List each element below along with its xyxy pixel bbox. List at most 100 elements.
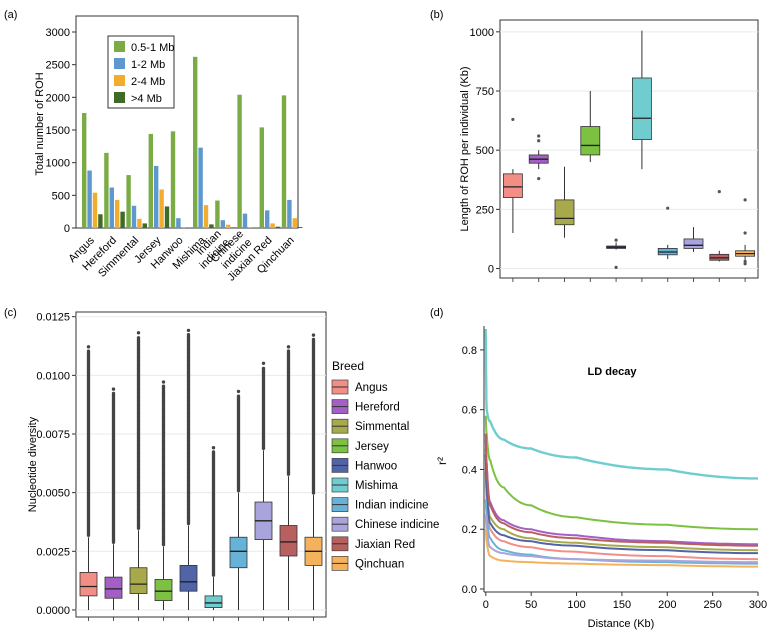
ld-curve-simmental bbox=[484, 448, 759, 552]
bar-hereford-s3 bbox=[115, 199, 120, 228]
outlier-jersey bbox=[161, 380, 166, 384]
ld-curve-chinese-indicine bbox=[484, 514, 758, 564]
legend-label: Indian indicine bbox=[355, 500, 429, 512]
bar-jersey-s1 bbox=[148, 133, 153, 228]
ld-curve-jersey bbox=[484, 415, 758, 531]
outlier-hanwoo bbox=[614, 238, 618, 242]
bar-indian-indicine-s1 bbox=[215, 200, 220, 228]
y-tick-label: 0.2 bbox=[462, 524, 477, 536]
bar-simmental-s4 bbox=[142, 223, 147, 228]
outlier-chinese-indicine bbox=[261, 366, 266, 371]
y-tick-label: 0.0050 bbox=[36, 488, 70, 500]
legend-label: 0.5-1 Mb bbox=[131, 42, 174, 54]
outlier-simmental bbox=[136, 331, 141, 335]
y-tick-label: 0.0125 bbox=[36, 312, 70, 324]
panel-c-nucleotide-diversity-boxplot: (c) 0.0000 0.0025 0.0050 0.0075 0.0100 0.0125 N… bbox=[4, 307, 439, 621]
y-tick-label: 500 bbox=[476, 145, 494, 157]
bar-angus-s1 bbox=[82, 113, 87, 228]
bar-angus-s4 bbox=[98, 214, 103, 228]
outlier-angus bbox=[511, 117, 515, 122]
y-tick-label: 3000 bbox=[46, 27, 70, 39]
x-tick-label: 100 bbox=[567, 599, 585, 611]
outlier-qinchuan bbox=[743, 198, 747, 202]
bar-simmental-s3 bbox=[137, 218, 142, 228]
legend-label: Angus bbox=[355, 382, 388, 394]
box-jersey bbox=[580, 126, 601, 156]
outlier-jersey bbox=[161, 384, 166, 388]
outlier-chinese-indicine bbox=[261, 361, 266, 365]
legend-label: Mishima bbox=[355, 480, 398, 492]
panel-a-roh-count-chart: (a) 0 500 1000 1500 2000 2500 3000 Total number … bbox=[4, 9, 303, 284]
x-tick-label: 150 bbox=[613, 599, 631, 611]
bar-hanwoo-s2 bbox=[176, 218, 181, 228]
y-axis-label: Nucleotide diversity bbox=[27, 416, 39, 512]
y-tick-label: 0.0100 bbox=[36, 370, 70, 382]
panel-label: (a) bbox=[4, 9, 17, 21]
y-tick-label: 0.0075 bbox=[36, 429, 70, 441]
outlier-hereford bbox=[111, 387, 116, 391]
outlier-angus bbox=[86, 345, 91, 349]
box-mishima bbox=[204, 595, 223, 609]
bar-mishima-s2 bbox=[198, 147, 203, 228]
legend-label: 1-2 Mb bbox=[131, 59, 165, 71]
bar-jiaxian-red-s3 bbox=[270, 223, 275, 228]
bar-hereford-s4 bbox=[120, 211, 125, 228]
bar-qinchuan-s3 bbox=[292, 218, 297, 228]
outlier-hanwoo bbox=[614, 265, 618, 269]
outlier-hereford bbox=[537, 139, 541, 143]
outlier-mishima bbox=[211, 450, 216, 454]
bar-hanwoo-s1 bbox=[170, 131, 176, 228]
box-angus bbox=[502, 173, 523, 198]
legend-swatch bbox=[114, 92, 125, 103]
ld-curve-hanwoo bbox=[484, 454, 758, 555]
y-tick-label: 0.0 bbox=[462, 584, 477, 596]
y-tick-label: 0.0000 bbox=[36, 605, 70, 617]
bar-angus-s2 bbox=[87, 170, 92, 228]
bar-mishima-s3 bbox=[203, 205, 209, 228]
plot-frame bbox=[499, 19, 759, 279]
legend-label: Jiaxian Red bbox=[355, 539, 415, 551]
box-hanwoo bbox=[179, 564, 198, 592]
outlier-jiaxian-red bbox=[717, 190, 721, 194]
ld-curve-mishima bbox=[484, 328, 758, 480]
legend-title: Breed bbox=[332, 359, 364, 373]
box-simmental bbox=[554, 199, 575, 226]
bar-indian-indicine-s3 bbox=[226, 224, 231, 228]
y-tick-label: 1000 bbox=[46, 158, 70, 170]
outlier-qinchuan bbox=[311, 337, 316, 342]
outlier-indian-indicine bbox=[236, 389, 241, 394]
y-tick-label: 250 bbox=[476, 204, 494, 216]
y-tick-label: 1500 bbox=[46, 125, 70, 137]
legend-label: Hereford bbox=[355, 402, 400, 414]
legend-label: Jersey bbox=[355, 441, 389, 453]
bar-jersey-s2 bbox=[154, 165, 159, 228]
legend-label: Hanwoo bbox=[355, 460, 397, 472]
outlier-hereford bbox=[537, 134, 541, 138]
legend-label: Qinchuan bbox=[355, 558, 404, 570]
x-tick-label: 250 bbox=[703, 599, 721, 611]
y-tick-label: 2500 bbox=[46, 60, 70, 72]
y-tick-label: 0 bbox=[488, 264, 494, 276]
bar-simmental-s2 bbox=[131, 205, 137, 228]
ld-curve-jiaxian-red bbox=[484, 433, 758, 547]
legend-swatch bbox=[114, 58, 125, 69]
outlier-hereford bbox=[111, 391, 116, 396]
y-tick-label: 500 bbox=[52, 190, 70, 202]
outlier-qinchuan bbox=[743, 262, 747, 266]
bar-indian-indicine-s4 bbox=[231, 227, 236, 228]
outlier-qinchuan bbox=[311, 333, 316, 337]
bar-mishima-s4 bbox=[209, 224, 214, 228]
box-mishima bbox=[632, 77, 652, 140]
x-tick-label: 300 bbox=[749, 599, 767, 611]
y-tick-label: 1000 bbox=[470, 27, 494, 39]
bar-chinese-indicine-s3 bbox=[248, 227, 253, 228]
y-tick-label: 0.0025 bbox=[36, 546, 70, 558]
box-simmental bbox=[129, 567, 148, 594]
legend-swatch bbox=[114, 75, 125, 86]
box-chinese-indicine bbox=[683, 238, 704, 249]
bar-hereford-s2 bbox=[109, 187, 114, 228]
bar-qinchuan-s2 bbox=[287, 199, 292, 228]
panel-label: (c) bbox=[4, 307, 17, 319]
bar-mishima-s1 bbox=[193, 56, 198, 229]
